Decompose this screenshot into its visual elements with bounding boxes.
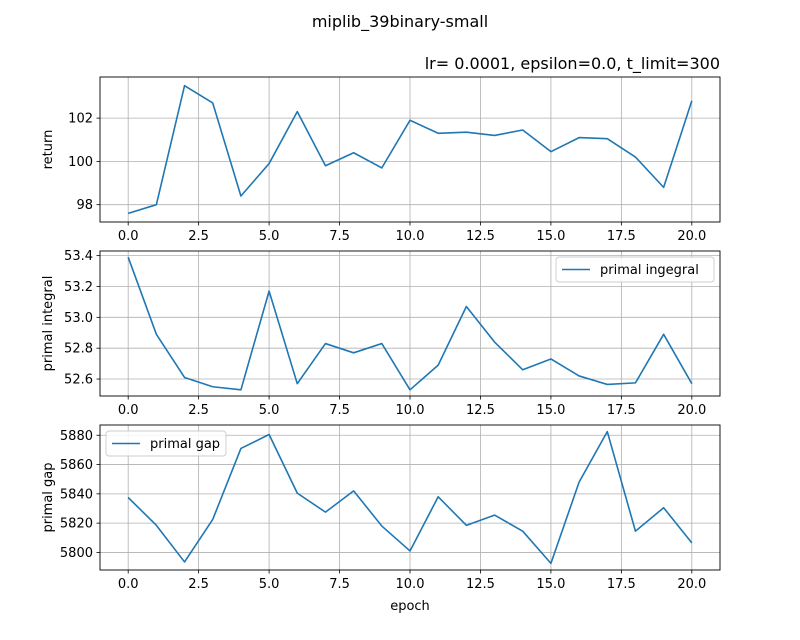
y-axis-label: primal gap	[41, 462, 56, 532]
chart-title: lr= 0.0001, epsilon=0.0, t_limit=300	[425, 54, 720, 74]
x-tick-label: 5.0	[259, 403, 280, 418]
x-tick-label: 17.5	[607, 577, 636, 592]
x-tick-label: 0.0	[118, 229, 139, 244]
x-tick-label: 15.0	[536, 577, 565, 592]
x-tick-label: 20.0	[677, 577, 706, 592]
y-tick-label: 5860	[60, 458, 93, 473]
x-axis-label: epoch	[390, 599, 430, 614]
legend-label: primal ingegral	[600, 263, 699, 278]
x-tick-label: 5.0	[259, 229, 280, 244]
y-tick-label: 5820	[60, 517, 93, 532]
legend-box	[105, 430, 227, 457]
x-tick-label: 7.5	[329, 403, 350, 418]
y-tick-label: 5880	[60, 429, 93, 444]
axes-frame	[99, 76, 721, 223]
x-tick-label: 7.5	[329, 577, 350, 592]
axes-frame	[99, 424, 721, 571]
y-tick-label: 52.8	[64, 342, 93, 357]
x-tick-label: 2.5	[188, 229, 209, 244]
x-tick-label: 10.0	[396, 229, 425, 244]
y-tick-label: 53.4	[64, 249, 93, 264]
x-tick-label: 2.5	[188, 577, 209, 592]
x-tick-label: 17.5	[607, 229, 636, 244]
primal-gap-panel: 0.0 2.5 5.0 7.5 10.0 12.5 15.0 17.5 20.0 5800 5820…	[41, 424, 721, 614]
axes-frame	[99, 250, 721, 397]
x-tick-label: 17.5	[607, 403, 636, 418]
y-tick-label: 52.6	[64, 373, 93, 388]
y-tick-label: 53.2	[64, 280, 93, 295]
primal-integral-panel: 0.0 2.5 5.0 7.5 10.0 12.5 15.0 17.5 20.0 52.6 52.8…	[41, 249, 721, 418]
x-tick-label: 15.0	[536, 403, 565, 418]
legend-box	[555, 256, 715, 283]
y-tick-label: 100	[68, 155, 93, 170]
y-tick-label: 5840	[60, 487, 93, 502]
y-tick-label: 98	[76, 198, 93, 213]
x-tick-label: 0.0	[118, 403, 139, 418]
x-tick-label: 10.0	[396, 577, 425, 592]
x-tick-label: 2.5	[188, 403, 209, 418]
x-tick-label: 20.0	[677, 229, 706, 244]
x-tick-label: 12.5	[466, 229, 495, 244]
x-tick-label: 12.5	[466, 403, 495, 418]
x-tick-label: 15.0	[536, 229, 565, 244]
x-tick-label: 5.0	[259, 577, 280, 592]
y-tick-label: 5800	[60, 546, 93, 561]
y-tick-label: 102	[68, 112, 93, 127]
x-tick-label: 20.0	[677, 403, 706, 418]
legend-label: primal gap	[150, 437, 220, 452]
x-tick-label: 10.0	[396, 403, 425, 418]
return-panel: 0.0 2.5 5.0 7.5 10.0 12.5 15.0 17.5 20.0 98 100 102…	[41, 76, 721, 244]
y-axis-label: return	[41, 130, 56, 170]
figure-suptitle: miplib_39binary-small	[312, 12, 488, 32]
x-tick-label: 7.5	[329, 229, 350, 244]
x-tick-label: 0.0	[118, 577, 139, 592]
y-tick-label: 53.0	[64, 311, 93, 326]
x-tick-label: 12.5	[466, 577, 495, 592]
y-axis-label: primal integral	[41, 276, 56, 372]
